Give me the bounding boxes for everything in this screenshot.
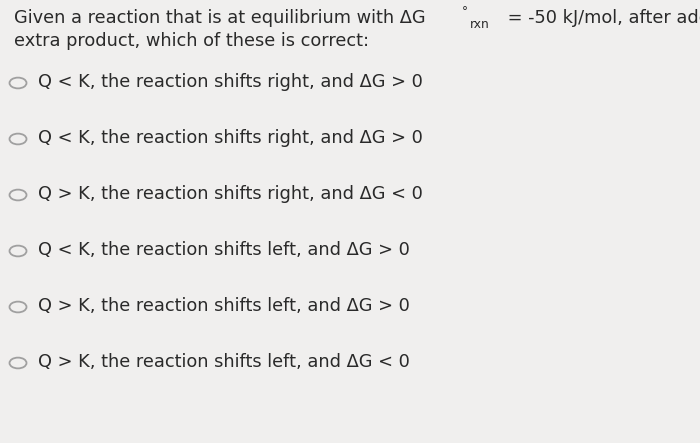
Text: °: ° [462,5,468,18]
Text: Q > K, the reaction shifts left, and ΔG > 0: Q > K, the reaction shifts left, and ΔG … [38,297,410,315]
Text: rxn: rxn [470,18,490,31]
Text: = -50 kJ/mol, after adding: = -50 kJ/mol, after adding [502,9,700,27]
Text: Given a reaction that is at equilibrium with ΔG: Given a reaction that is at equilibrium … [14,9,426,27]
Text: Q < K, the reaction shifts left, and ΔG > 0: Q < K, the reaction shifts left, and ΔG … [38,241,410,259]
Text: Q > K, the reaction shifts right, and ΔG < 0: Q > K, the reaction shifts right, and ΔG… [38,185,423,203]
Text: extra product, which of these is correct:: extra product, which of these is correct… [14,32,369,50]
Text: Q < K, the reaction shifts right, and ΔG > 0: Q < K, the reaction shifts right, and ΔG… [38,73,423,91]
Text: Q > K, the reaction shifts left, and ΔG < 0: Q > K, the reaction shifts left, and ΔG … [38,353,410,371]
Text: Q < K, the reaction shifts right, and ΔG > 0: Q < K, the reaction shifts right, and ΔG… [38,129,423,147]
